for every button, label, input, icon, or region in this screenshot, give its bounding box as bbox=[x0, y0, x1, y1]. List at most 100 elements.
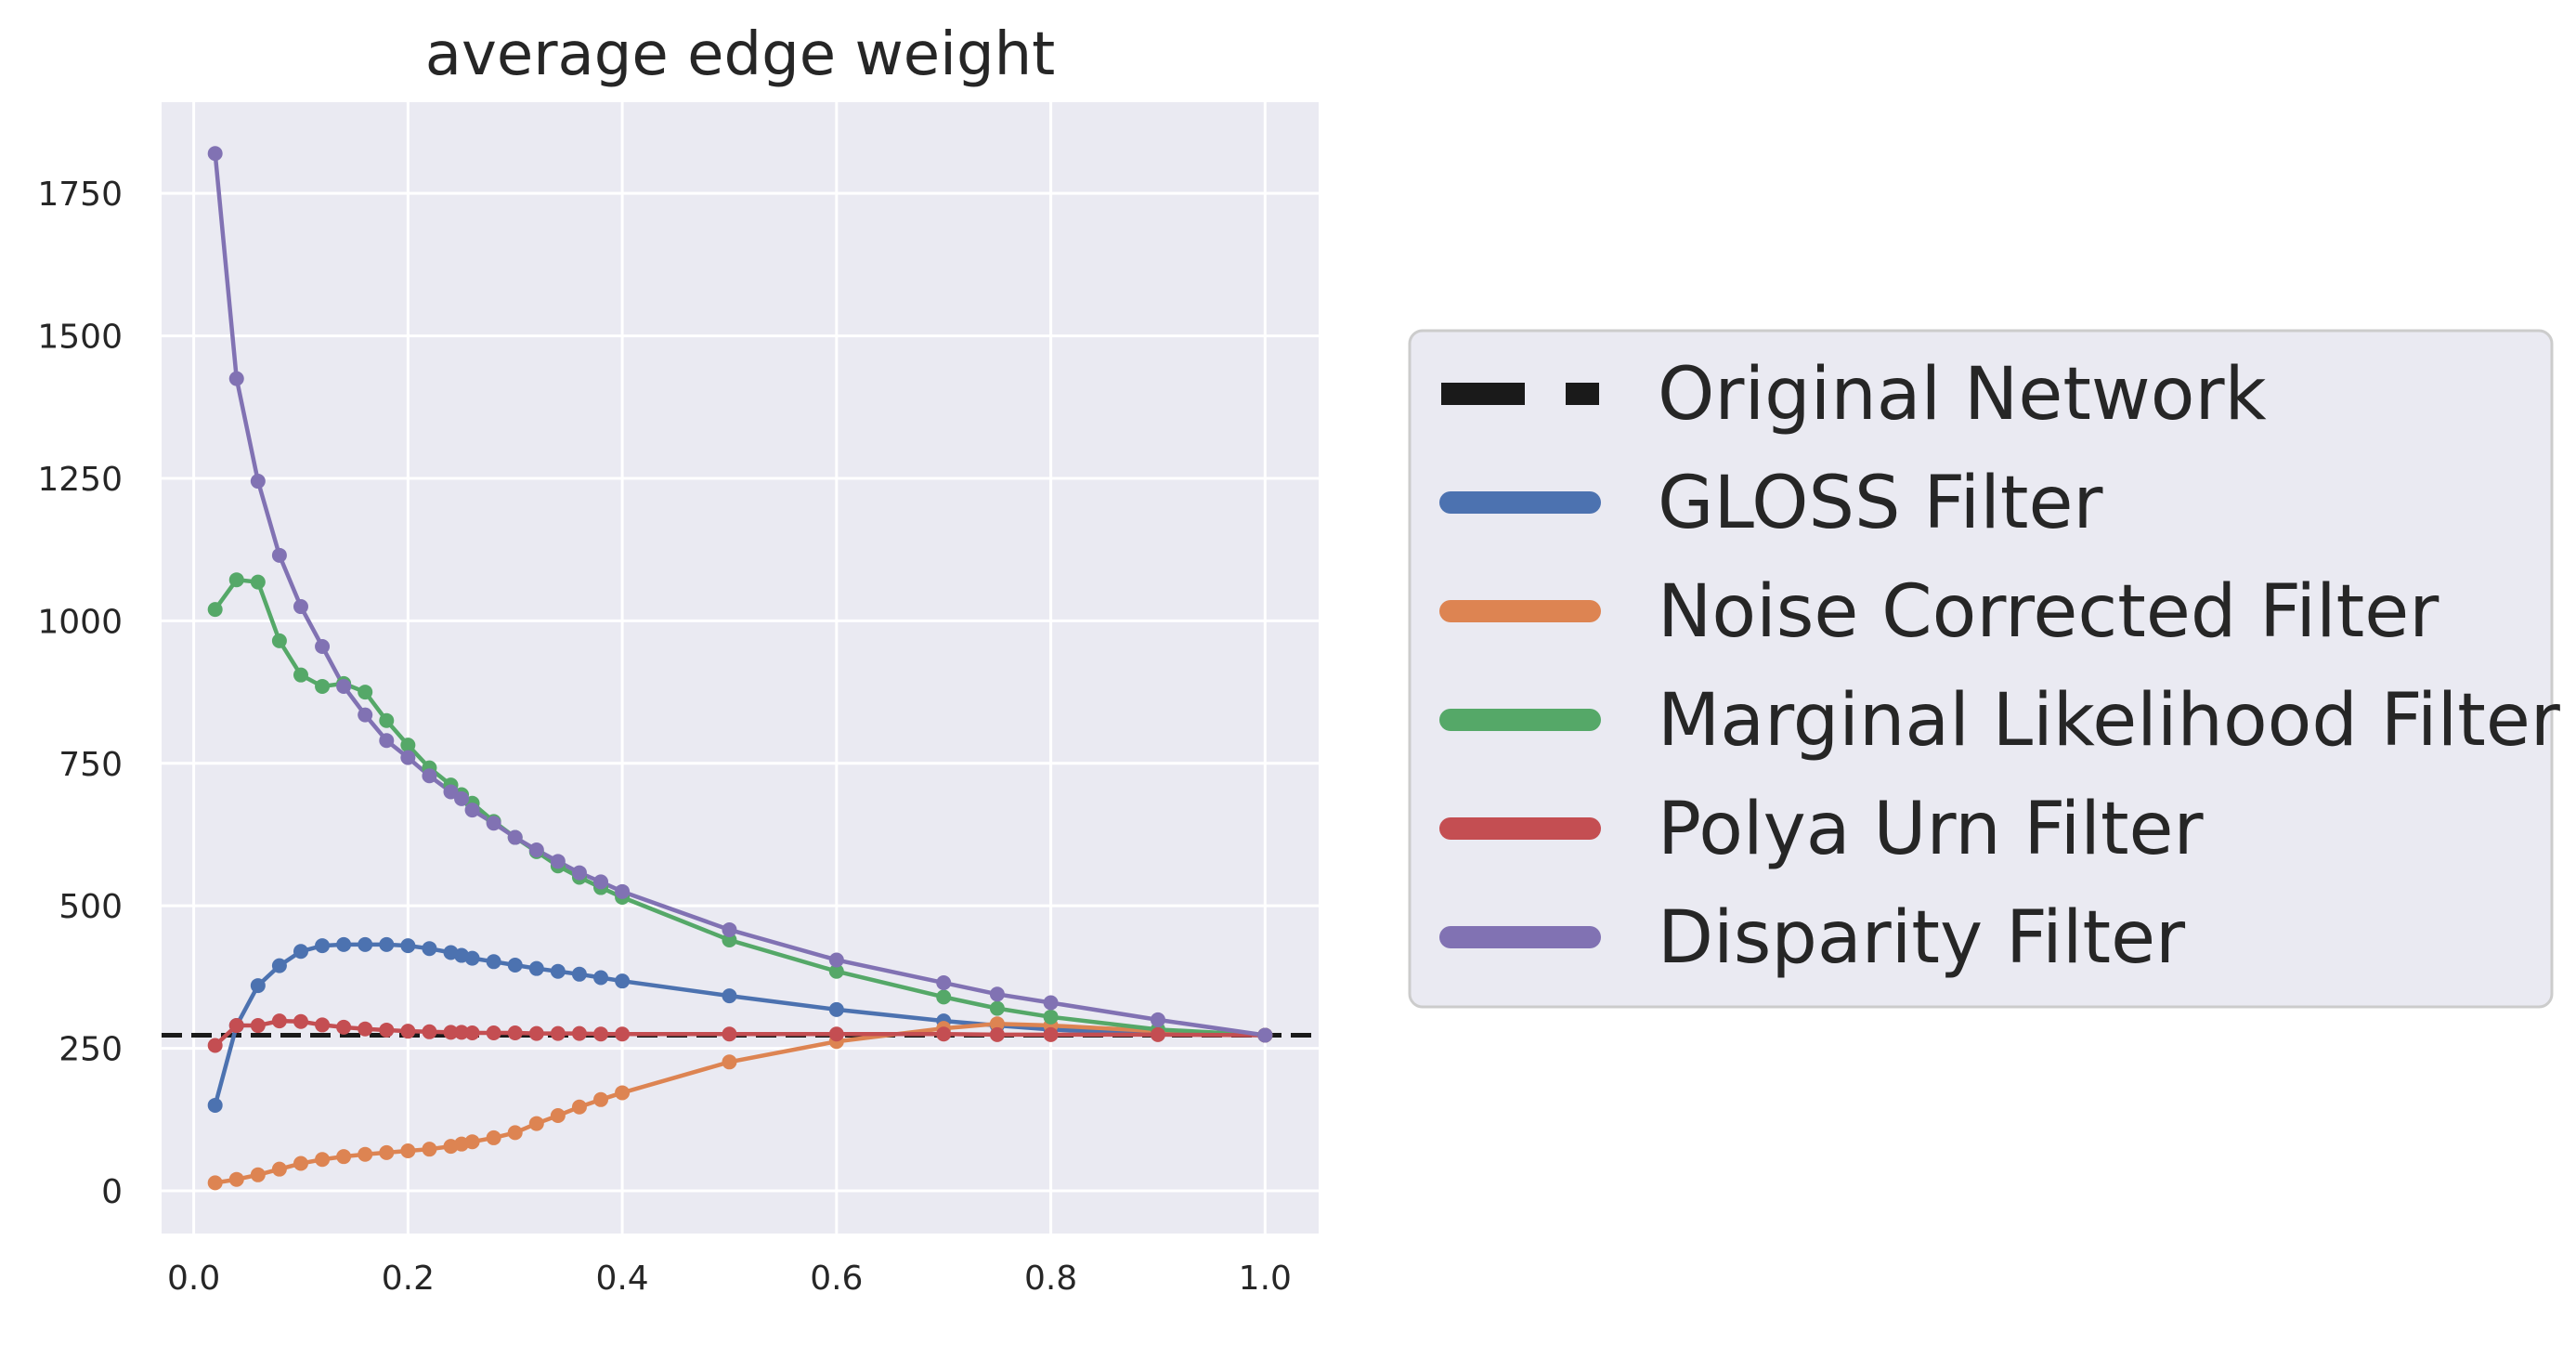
data-point-disparity-filter bbox=[828, 952, 844, 968]
data-point-disparity-filter bbox=[250, 474, 266, 490]
x-tick-label: 0.2 bbox=[382, 1260, 435, 1298]
data-point-gloss-filter bbox=[293, 944, 308, 960]
data-point-disparity-filter bbox=[1257, 1027, 1273, 1043]
data-point-noise-corrected-filter bbox=[507, 1125, 523, 1141]
data-point-polya-urn-filter bbox=[486, 1025, 501, 1041]
legend-box bbox=[1408, 329, 2554, 1009]
data-point-polya-urn-filter bbox=[464, 1025, 480, 1041]
data-point-polya-urn-filter bbox=[207, 1038, 223, 1053]
data-point-polya-urn-filter bbox=[293, 1013, 308, 1029]
data-point-disparity-filter bbox=[989, 986, 1005, 1002]
data-point-gloss-filter bbox=[550, 963, 566, 979]
data-point-polya-urn-filter bbox=[936, 1026, 952, 1042]
data-point-polya-urn-filter bbox=[443, 1025, 459, 1040]
y-tick-label: 500 bbox=[59, 888, 123, 926]
data-point-marginal-likelihood-filter bbox=[989, 1000, 1005, 1016]
data-point-polya-urn-filter bbox=[271, 1013, 287, 1029]
data-point-noise-corrected-filter bbox=[293, 1156, 308, 1171]
y-tick-label: 1250 bbox=[37, 461, 123, 499]
data-point-polya-urn-filter bbox=[1150, 1026, 1165, 1042]
data-point-marginal-likelihood-filter bbox=[936, 989, 952, 1005]
data-point-disparity-filter bbox=[615, 883, 631, 899]
legend-label: Polya Urn Filter bbox=[1658, 788, 2205, 871]
x-tick-labels: 0.0 0.2 0.4 0.6 0.8 1.0 bbox=[167, 1260, 1292, 1298]
data-point-gloss-filter bbox=[422, 941, 437, 957]
data-point-disparity-filter bbox=[936, 975, 952, 991]
data-point-noise-corrected-filter bbox=[228, 1171, 244, 1187]
data-point-disparity-filter bbox=[571, 865, 587, 881]
data-point-gloss-filter bbox=[315, 938, 331, 954]
x-tick-label: 0.4 bbox=[595, 1260, 648, 1298]
data-point-polya-urn-filter bbox=[989, 1026, 1005, 1042]
data-point-disparity-filter bbox=[271, 547, 287, 563]
data-point-gloss-filter bbox=[828, 1001, 844, 1017]
data-point-gloss-filter bbox=[379, 936, 395, 952]
data-point-noise-corrected-filter bbox=[550, 1107, 566, 1123]
data-point-gloss-filter bbox=[400, 938, 416, 954]
data-point-noise-corrected-filter bbox=[422, 1142, 437, 1157]
y-tick-label: 1000 bbox=[37, 603, 123, 641]
data-point-disparity-filter bbox=[454, 790, 470, 806]
data-point-polya-urn-filter bbox=[315, 1017, 331, 1033]
series-line-disparity-filter bbox=[213, 153, 1266, 1038]
data-point-disparity-filter bbox=[1043, 995, 1059, 1011]
legend-items: Original Network GLOSS Filter Noise Correc… bbox=[1439, 353, 2561, 980]
data-point-disparity-filter bbox=[358, 707, 373, 723]
data-point-marginal-likelihood-filter bbox=[250, 574, 266, 590]
data-point-noise-corrected-filter bbox=[989, 1016, 1005, 1032]
data-point-disparity-filter bbox=[486, 816, 501, 831]
data-point-marginal-likelihood-filter bbox=[1043, 1009, 1059, 1025]
data-point-disparity-filter bbox=[464, 803, 480, 818]
data-point-polya-urn-filter bbox=[1043, 1026, 1059, 1042]
data-point-disparity-filter bbox=[400, 750, 416, 765]
data-point-noise-corrected-filter bbox=[615, 1085, 631, 1101]
data-point-polya-urn-filter bbox=[358, 1021, 373, 1037]
legend-label: Noise Corrected Filter bbox=[1658, 570, 2439, 654]
y-tick-label: 1500 bbox=[37, 319, 123, 357]
data-point-disparity-filter bbox=[379, 733, 395, 749]
data-point-noise-corrected-filter bbox=[464, 1134, 480, 1150]
x-tick-label: 0.0 bbox=[167, 1260, 220, 1298]
data-point-disparity-filter bbox=[507, 829, 523, 845]
data-point-noise-corrected-filter bbox=[486, 1130, 501, 1145]
data-point-disparity-filter bbox=[422, 768, 437, 784]
data-point-gloss-filter bbox=[528, 960, 544, 976]
data-point-gloss-filter bbox=[615, 973, 631, 989]
data-point-disparity-filter bbox=[528, 842, 544, 858]
data-point-marginal-likelihood-filter bbox=[828, 963, 844, 979]
data-point-gloss-filter bbox=[271, 958, 287, 973]
data-point-gloss-filter bbox=[336, 936, 352, 952]
data-point-noise-corrected-filter bbox=[722, 1054, 737, 1070]
data-point-polya-urn-filter bbox=[454, 1025, 470, 1040]
series-line-polya-urn-filter bbox=[214, 1018, 1266, 1048]
legend-label: Disparity Filter bbox=[1658, 896, 2186, 980]
chart-title: average edge weight bbox=[425, 20, 1055, 89]
data-point-polya-urn-filter bbox=[400, 1024, 416, 1039]
data-point-disparity-filter bbox=[336, 678, 352, 694]
x-tick-label: 0.6 bbox=[810, 1260, 863, 1298]
data-point-polya-urn-filter bbox=[379, 1022, 395, 1038]
data-point-polya-urn-filter bbox=[528, 1025, 544, 1041]
data-point-marginal-likelihood-filter bbox=[207, 602, 223, 618]
data-point-noise-corrected-filter bbox=[271, 1161, 287, 1177]
legend-label: Original Network bbox=[1658, 353, 2267, 437]
data-point-polya-urn-filter bbox=[722, 1026, 737, 1042]
data-point-gloss-filter bbox=[207, 1097, 223, 1113]
data-point-gloss-filter bbox=[464, 950, 480, 966]
plot-background bbox=[162, 102, 1319, 1234]
data-point-noise-corrected-filter bbox=[250, 1167, 266, 1182]
data-point-polya-urn-filter bbox=[550, 1025, 566, 1041]
grid bbox=[162, 102, 1319, 1234]
y-tick-label: 250 bbox=[59, 1031, 123, 1069]
legend: Original Network GLOSS Filter Noise Correc… bbox=[1408, 329, 2561, 1009]
data-point-noise-corrected-filter bbox=[358, 1146, 373, 1162]
data-point-noise-corrected-filter bbox=[379, 1144, 395, 1160]
data-point-noise-corrected-filter bbox=[571, 1099, 587, 1115]
data-point-disparity-filter bbox=[207, 146, 223, 162]
legend-label: GLOSS Filter bbox=[1658, 462, 2103, 545]
y-tick-labels: 0 250 500 750 1000 1250 1500 1750 bbox=[37, 176, 123, 1211]
data-point-gloss-filter bbox=[486, 954, 501, 970]
data-point-marginal-likelihood-filter bbox=[358, 685, 373, 700]
series-line-marginal-likelihood-filter bbox=[213, 577, 1266, 1038]
